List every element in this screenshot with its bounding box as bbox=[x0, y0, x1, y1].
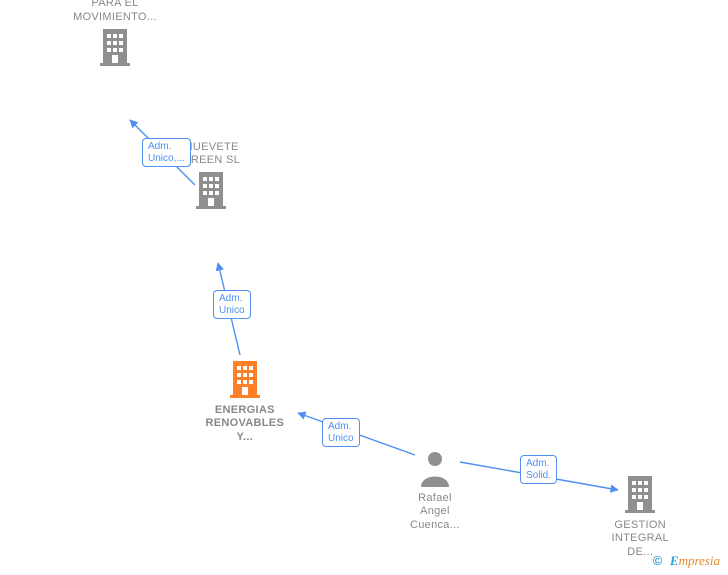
edge-label: Adm. Unico,... bbox=[142, 138, 191, 167]
node-muevete[interactable]: MUEVETE GREEN SL bbox=[182, 141, 240, 216]
node-electrizacion[interactable]: ELECTRIZACION PARA EL MOVIMIENTO... bbox=[69, 0, 161, 72]
copyright-symbol: © bbox=[653, 553, 663, 568]
edge-label: Adm. Unico bbox=[213, 290, 251, 319]
person-icon bbox=[418, 449, 452, 492]
node-label: ELECTRIZACION PARA EL MOVIMIENTO... bbox=[69, 0, 161, 25]
node-energias[interactable]: ENERGIAS RENOVABLES Y... bbox=[206, 357, 285, 445]
building-icon bbox=[619, 472, 661, 519]
node-rafael[interactable]: Rafael Angel Cuenca... bbox=[410, 449, 460, 533]
node-label: ENERGIAS RENOVABLES Y... bbox=[206, 404, 285, 445]
building-icon bbox=[190, 168, 232, 215]
brand-name: Empresia bbox=[670, 553, 720, 568]
node-label: MUEVETE GREEN SL bbox=[182, 141, 240, 169]
diagram-canvas: ELECTRIZACION PARA EL MOVIMIENTO... MUEV… bbox=[0, 0, 728, 575]
node-gestion[interactable]: GESTION INTEGRAL DE... bbox=[612, 472, 669, 560]
building-icon bbox=[224, 357, 266, 404]
edge-label: Adm. Solid. bbox=[520, 455, 557, 484]
building-icon bbox=[94, 25, 136, 72]
node-label: Rafael Angel Cuenca... bbox=[410, 492, 460, 533]
edge-label: Adm. Unico bbox=[322, 418, 360, 447]
watermark: © Empresia bbox=[653, 553, 720, 569]
